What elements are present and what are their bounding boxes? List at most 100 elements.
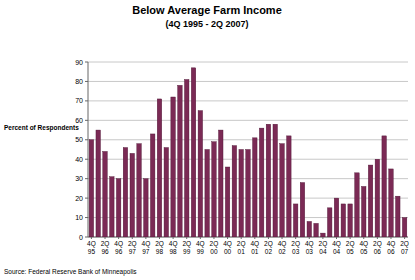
x-tick-label-line: 01 [251, 248, 259, 255]
bar [307, 221, 311, 237]
x-tick-label: 2Q98 [155, 240, 164, 255]
bar [280, 144, 284, 237]
bar [334, 198, 338, 237]
x-tick-label-line: 96 [115, 248, 123, 255]
bar [137, 144, 141, 237]
x-tick-label: 4Q06 [387, 240, 396, 255]
x-tick-label: 2Q06 [373, 240, 382, 255]
y-tick-label: 60 [75, 117, 83, 124]
x-tick-label-line: 98 [169, 248, 177, 255]
x-tick [309, 237, 310, 239]
x-tick-label-line: 2Q [264, 240, 273, 248]
bar [116, 179, 120, 237]
x-tick-label: 2Q07 [400, 240, 409, 255]
x-tick-label: 4Q04 [332, 240, 341, 255]
x-tick [227, 237, 228, 239]
x-tick [322, 237, 323, 239]
x-tick-label: 2Q97 [128, 240, 137, 255]
x-tick [295, 237, 296, 239]
x-tick-label: 2Q03 [291, 240, 300, 255]
x-tick-label-line: 2Q [182, 240, 191, 248]
background [0, 0, 415, 280]
x-tick-label-line: 04 [319, 248, 327, 255]
x-tick-label: 2Q01 [237, 240, 246, 255]
bar [130, 153, 134, 237]
y-tick-label: 20 [75, 195, 83, 202]
grid-line [88, 139, 408, 140]
bar [348, 204, 352, 237]
bar [327, 208, 331, 237]
bar [341, 204, 345, 237]
x-tick-label-line: 4Q [196, 240, 205, 248]
bar [287, 136, 291, 237]
x-tick-label-line: 99 [197, 248, 205, 255]
x-tick-label-line: 4Q [278, 240, 287, 248]
x-tick-label-line: 2Q [237, 240, 246, 248]
x-tick-label-line: 4Q [305, 240, 314, 248]
bar [266, 124, 270, 237]
bar [103, 151, 107, 237]
y-axis-label: Percent of Respondents [4, 124, 79, 132]
bar [205, 150, 209, 238]
x-tick [186, 237, 187, 239]
bar [171, 97, 175, 237]
bar [212, 142, 216, 237]
grid-line [88, 120, 408, 121]
x-tick [363, 237, 364, 239]
x-tick [145, 237, 146, 239]
bar [191, 68, 195, 237]
x-tick-label-line: 97 [129, 248, 137, 255]
chart: Below Average Farm Income (4Q 1995 - 2Q 2… [0, 0, 415, 280]
bars [89, 68, 407, 237]
x-tick-label-line: 2Q [319, 240, 328, 248]
y-tick-label: 50 [75, 136, 83, 143]
x-tick-label-line: 4Q [169, 240, 178, 248]
x-tick-label: 2Q96 [101, 240, 110, 255]
x-tick-label-line: 06 [374, 248, 382, 255]
x-tick-label-line: 07 [401, 248, 409, 255]
x-tick-label-line: 2Q [346, 240, 355, 248]
title: Below Average Farm Income [132, 4, 282, 16]
x-tick-label: 2Q05 [346, 240, 355, 255]
x-tick-label: 4Q96 [114, 240, 123, 255]
y-tick-label: 80 [75, 78, 83, 85]
x-tick [91, 237, 92, 239]
x-tick-label-line: 2Q [101, 240, 110, 248]
bar [321, 233, 325, 237]
x-tick-label-line: 05 [347, 248, 355, 255]
bar [150, 134, 154, 237]
x-tick-label: 4Q95 [87, 240, 96, 255]
x-tick [241, 237, 242, 239]
x-tick-label-line: 97 [142, 248, 150, 255]
x-tick-label: 2Q04 [319, 240, 328, 255]
bar [361, 186, 365, 237]
x-tick-label: 4Q98 [169, 240, 178, 255]
x-tick-label-line: 4Q [114, 240, 123, 248]
bar [110, 177, 114, 237]
x-tick-label: 2Q99 [182, 240, 191, 255]
x-tick-label-line: 2Q [155, 240, 164, 248]
x-tick-label-line: 4Q [332, 240, 341, 248]
grid-line [88, 81, 408, 82]
x-tick-label-line: 95 [88, 248, 96, 255]
x-tick [404, 237, 405, 239]
x-tick-label-line: 06 [387, 248, 395, 255]
bar [89, 140, 93, 237]
x-tick-label: 4Q02 [278, 240, 287, 255]
bar [157, 99, 161, 237]
x-tick-label-line: 03 [292, 248, 300, 255]
subtitle: (4Q 1995 - 2Q 2007) [165, 19, 248, 29]
x-tick-label-line: 4Q [87, 240, 96, 248]
bar [164, 148, 168, 237]
x-tick-label-line: 4Q [223, 240, 232, 248]
bar [402, 218, 406, 237]
x-tick-label: 4Q97 [142, 240, 151, 255]
bar [239, 150, 243, 238]
grid-line [88, 100, 408, 101]
x-tick-label-line: 02 [265, 248, 273, 255]
x-tick [282, 237, 283, 239]
y-tick-label: 10 [75, 214, 83, 221]
x-tick [254, 237, 255, 239]
x-tick-label-line: 4Q [359, 240, 368, 248]
source: Source: Federal Reserve Bank of Minneapo… [4, 268, 137, 276]
